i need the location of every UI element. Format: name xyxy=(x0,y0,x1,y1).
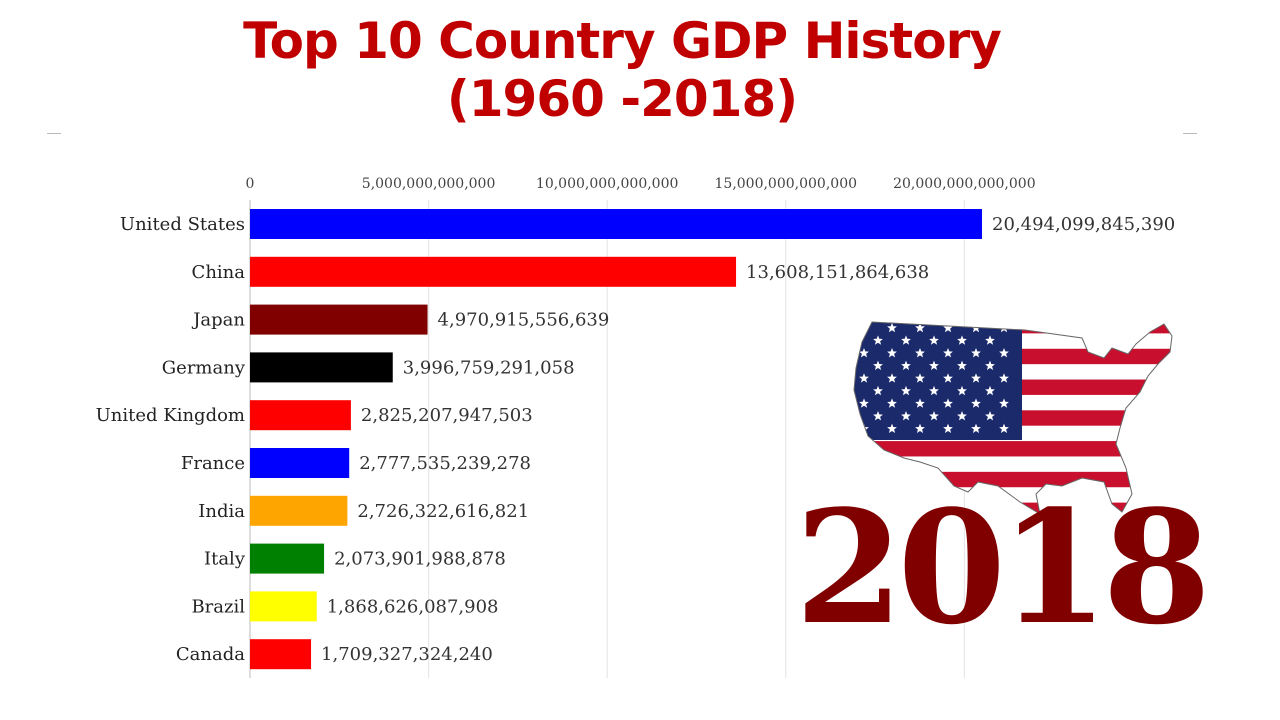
title-line-2: (1960 -2018) xyxy=(446,70,798,128)
category-label: United States xyxy=(120,214,245,235)
bar xyxy=(250,304,428,335)
year-label: 2018 xyxy=(794,476,1211,659)
bar xyxy=(250,639,312,670)
value-label: 2,777,535,239,278 xyxy=(359,453,531,474)
category-label: Germany xyxy=(162,357,246,378)
bar xyxy=(250,591,317,622)
chart-title: Top 10 Country GDP History (1960 -2018) xyxy=(0,12,1244,128)
category-label: India xyxy=(198,501,245,522)
category-label: Italy xyxy=(204,549,246,570)
value-label: 1,868,626,087,908 xyxy=(327,596,499,617)
category-label: China xyxy=(192,262,246,283)
x-tick-label: 5,000,000,000,000 xyxy=(362,176,496,192)
x-tick-label: 0 xyxy=(246,176,255,192)
category-label: Canada xyxy=(176,644,245,665)
value-label: 2,825,207,947,503 xyxy=(361,405,533,426)
category-label: Brazil xyxy=(191,596,245,617)
x-tick-label: 10,000,000,000,000 xyxy=(536,176,679,192)
bar xyxy=(250,209,982,239)
usa-flag-map-icon xyxy=(853,321,1173,516)
value-label: 2,726,322,616,821 xyxy=(357,501,529,522)
bar xyxy=(250,400,351,431)
title-line-1: Top 10 Country GDP History xyxy=(243,12,1002,70)
x-tick-label: 15,000,000,000,000 xyxy=(715,176,858,192)
bar xyxy=(250,256,737,287)
right-edge-mark xyxy=(1183,133,1197,134)
value-label: 13,608,151,864,638 xyxy=(746,262,929,283)
value-label: 4,970,915,556,639 xyxy=(438,310,610,331)
bar xyxy=(250,543,325,574)
value-label: 1,709,327,324,240 xyxy=(321,644,493,665)
x-tick-label: 20,000,000,000,000 xyxy=(893,176,1036,192)
bar xyxy=(250,352,393,383)
value-label: 20,494,099,845,390 xyxy=(992,214,1175,235)
category-label: France xyxy=(181,453,245,474)
left-edge-mark xyxy=(47,133,61,134)
bar xyxy=(250,495,348,526)
value-label: 2,073,901,988,878 xyxy=(334,549,506,570)
value-label: 3,996,759,291,058 xyxy=(403,357,575,378)
category-label: Japan xyxy=(191,310,245,331)
bars: United States 20,494,099,845,390 China 13,6… xyxy=(96,209,1175,670)
bar xyxy=(250,448,350,478)
x-axis-ticks: 0 5,000,000,000,000 10,000,000,000,000 15,0… xyxy=(246,176,1036,192)
category-label: United Kingdom xyxy=(96,405,245,426)
